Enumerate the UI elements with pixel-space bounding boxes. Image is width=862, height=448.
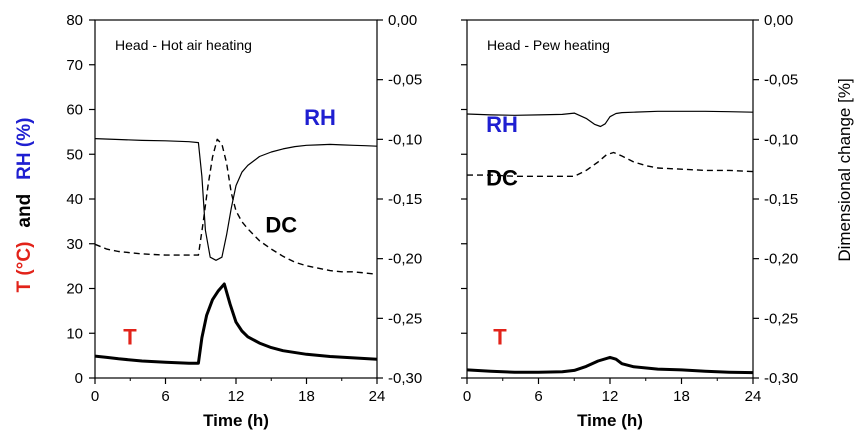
y-tick-label: 10: [66, 325, 83, 342]
series-label-t: T: [123, 324, 137, 349]
panel-hot-air: 0 6 12 18 24 0 10 20 30 40 50 60 70 80 0,00 -0,05 -0,10 -…: [66, 12, 422, 430]
series-line-rh: [466, 110, 754, 128]
series-label-rh: RH: [304, 105, 336, 130]
panel-pew: 0 6 12 18 24 0,00 -0,05 -0,10 -0,15 -0,20 -0,25 -0,…: [461, 12, 798, 430]
y-axis-label-and: and: [14, 194, 35, 228]
x-axis-title: Time (h): [577, 411, 643, 430]
panel-title: Head - Pew heating: [487, 37, 610, 53]
y-axis-label-rh: RH (%): [14, 118, 35, 180]
series-label-dc: DC: [486, 166, 518, 191]
panel-title: Head - Hot air heating: [115, 37, 252, 53]
y2-tick-label: -0,30: [388, 370, 422, 387]
x-tick-label: 0: [463, 388, 471, 405]
x-tick-label: 6: [161, 388, 169, 405]
y-axis-label-t: T (°C): [14, 242, 35, 293]
y-tick-label: 20: [66, 281, 83, 298]
series-line-dc: [94, 138, 378, 275]
y-tick-label: 30: [66, 236, 83, 253]
x-tick-label: 12: [228, 388, 245, 405]
y2-tick-label: 0,00: [388, 12, 417, 29]
series-line-rh: [94, 138, 378, 261]
y2-tick-label: 0,00: [764, 12, 793, 29]
x-axis-title: Time (h): [203, 411, 269, 430]
y2-tick-label: -0,20: [764, 251, 798, 268]
series-label-rh: RH: [486, 112, 518, 137]
y-tick-label: 50: [66, 146, 83, 163]
series-label-t: T: [493, 324, 507, 349]
y-tick-label: 60: [66, 102, 83, 119]
x-tick-label: 18: [673, 388, 690, 405]
y-tick-label: 80: [66, 12, 83, 29]
right-axis-label: Dimensional change [%]: [835, 78, 854, 261]
y2-tick-label: -0,15: [764, 191, 798, 208]
x-tick-label: 6: [534, 388, 542, 405]
y2-tick-label: -0,05: [388, 72, 422, 89]
series-line-t: [466, 355, 754, 375]
plot-frame: [466, 19, 754, 379]
y2-tick-label: -0,10: [764, 131, 798, 148]
x-tick-label: 24: [369, 388, 386, 405]
y2-tick-label: -0,10: [388, 131, 422, 148]
x-tick-label: 0: [91, 388, 99, 405]
x-tick-label: 24: [745, 388, 762, 405]
x-tick-label: 18: [298, 388, 315, 405]
y-tick-label: 40: [66, 191, 83, 208]
y2-tick-label: -0,05: [764, 72, 798, 89]
y2-tick-label: -0,15: [388, 191, 422, 208]
series-line-t: [94, 282, 378, 365]
y2-tick-label: -0,25: [388, 310, 422, 327]
y2-tick-label: -0,25: [764, 310, 798, 327]
y-tick-label: 70: [66, 57, 83, 74]
y-axis-label: T (°C) and RH (%): [14, 118, 35, 293]
y2-tick-label: -0,20: [388, 251, 422, 268]
y2-tick-label: -0,30: [764, 370, 798, 387]
y-tick-label: 0: [75, 370, 83, 387]
x-tick-label: 12: [602, 388, 619, 405]
series-label-dc: DC: [265, 213, 297, 238]
